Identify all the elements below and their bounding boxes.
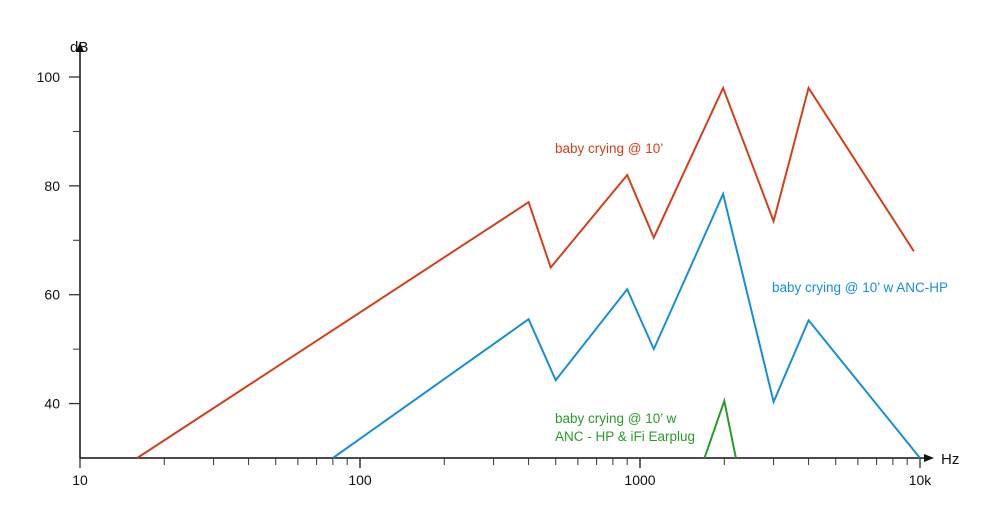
y-tick-label: 60 (44, 287, 60, 303)
x-tick-label: 10 (72, 472, 88, 488)
series-line-3 (703, 397, 737, 459)
y-minor-ticks (69, 76, 80, 405)
x-tick-label: 100 (348, 472, 372, 488)
y-tick-labels: 40 60 80 100 (37, 69, 61, 412)
x-tick-labels: 10 100 1000 10k (72, 472, 932, 488)
series-label-1: baby crying @ 10’ (555, 141, 663, 156)
series-line-1 (136, 85, 915, 459)
y-axis-title: dB (70, 39, 88, 56)
x-tick-label: 10k (909, 472, 933, 488)
y-axis-arrow (76, 42, 84, 52)
series-label-3: baby crying @ 10’ w ANC - HP & iFi Earplu… (555, 411, 695, 444)
series-label-2: baby crying @ 10’ w ANC-HP (772, 280, 948, 295)
series-lines (136, 85, 921, 459)
x-minor-ticks (79, 458, 921, 468)
x-tick-label: 1000 (624, 472, 655, 488)
y-tick-label: 100 (37, 69, 61, 85)
x-axis-arrow (924, 454, 934, 462)
x-axis-title: Hz (941, 451, 959, 468)
series-line-2 (332, 190, 921, 459)
y-tick-label: 80 (44, 178, 60, 194)
axes: 10 100 1000 10k 40 60 80 100 dB Hz (37, 39, 960, 488)
y-tick-label: 40 (44, 396, 60, 412)
series-labels: baby crying @ 10’ baby crying @ 10’ w ANC… (555, 141, 948, 444)
